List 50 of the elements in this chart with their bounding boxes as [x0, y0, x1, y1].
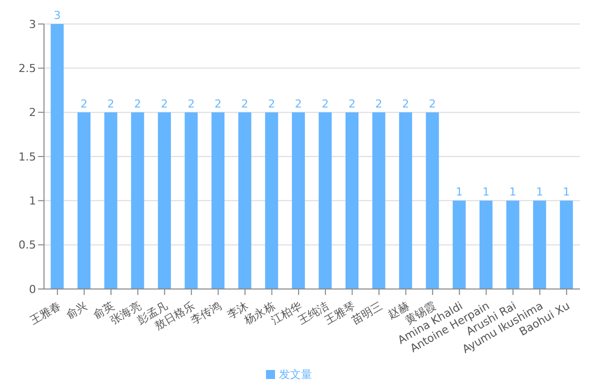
bar	[533, 200, 546, 289]
data-label: 2	[268, 97, 276, 110]
bar	[399, 112, 412, 289]
bar	[184, 112, 198, 289]
data-label: 2	[134, 97, 142, 110]
data-label: 2	[241, 97, 248, 110]
bar	[50, 24, 64, 289]
data-label: 2	[402, 97, 410, 110]
bar	[372, 112, 386, 289]
bar	[426, 112, 439, 289]
bar	[158, 112, 171, 289]
bar	[506, 200, 520, 289]
data-label: 2	[160, 97, 168, 110]
data-label: 2	[348, 97, 356, 110]
bar	[318, 112, 332, 289]
bar	[238, 112, 252, 289]
x-tick-label: 王雅春	[28, 299, 63, 328]
bar	[78, 112, 90, 289]
y-tick-label: 1.5	[18, 150, 36, 164]
bar	[131, 112, 144, 289]
data-label: 1	[456, 186, 463, 199]
data-label: 2	[428, 97, 436, 110]
data-label: 2	[375, 97, 382, 110]
data-label: 2	[294, 97, 302, 110]
y-tick-label: 3	[29, 18, 36, 31]
y-tick-label: 2	[29, 106, 36, 120]
y-tick-label: 2.5	[18, 62, 36, 76]
data-label: 1	[509, 186, 516, 199]
bar	[480, 200, 492, 289]
y-tick-label: 0.5	[18, 238, 36, 252]
bar	[212, 112, 224, 289]
data-label: 1	[482, 186, 490, 199]
data-label: 2	[322, 97, 329, 110]
bar	[346, 112, 358, 289]
data-label: 3	[54, 9, 61, 22]
bar	[265, 112, 278, 289]
bar	[104, 112, 118, 289]
x-tick-label: 俞兴	[64, 299, 90, 322]
legend-label: 发文量	[279, 368, 312, 381]
bar	[292, 112, 305, 289]
y-tick-label: 1	[29, 194, 36, 208]
data-label: 2	[80, 97, 88, 110]
y-tick-label: 0	[29, 282, 36, 296]
data-label: 2	[107, 97, 114, 110]
data-label: 2	[188, 97, 195, 110]
bar	[560, 200, 573, 289]
data-label: 2	[214, 97, 222, 110]
data-label: 1	[536, 186, 544, 199]
data-label: 1	[562, 186, 570, 199]
bar	[452, 200, 466, 289]
